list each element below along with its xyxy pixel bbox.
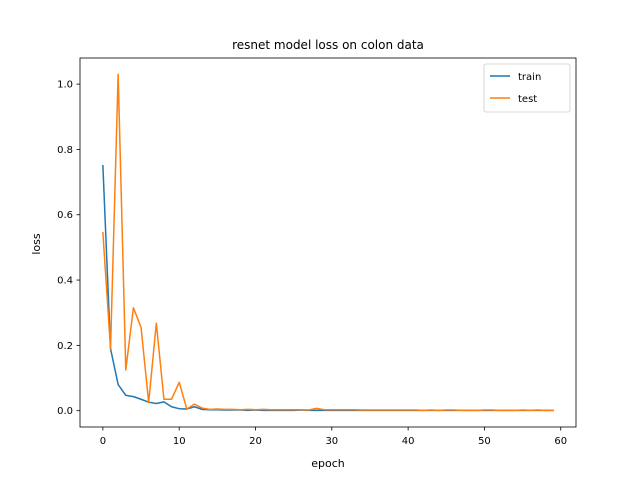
y-axis-label: loss xyxy=(30,233,43,255)
x-tick-label: 50 xyxy=(478,436,491,447)
legend: train test xyxy=(483,63,571,113)
x-tick-label: 20 xyxy=(249,436,262,447)
x-tick-label: 10 xyxy=(173,436,186,447)
y-tick-label: 0.8 xyxy=(57,145,73,156)
y-tick-label: 1.0 xyxy=(57,80,73,91)
y-tick-label: 0.0 xyxy=(57,406,73,417)
x-tick-label: 0 xyxy=(100,436,106,447)
x-axis-label: epoch xyxy=(311,457,345,470)
axes-frame xyxy=(79,57,577,428)
x-tick-label: 60 xyxy=(554,436,567,447)
chart-title: resnet model loss on colon data xyxy=(232,38,424,52)
x-tick-label: 30 xyxy=(325,436,338,447)
x-tick-label: 40 xyxy=(402,436,415,447)
y-tick-label: 0.6 xyxy=(57,210,73,221)
y-tick-label: 0.2 xyxy=(57,341,73,352)
series-line-test xyxy=(102,73,554,412)
plot-area: 0 10 20 30 40 50 60 0.0 0.2 0.4 0.6 0.8 1.0 xyxy=(57,57,577,447)
legend-label-train: train xyxy=(518,72,541,83)
y-tick-label: 0.4 xyxy=(57,276,73,287)
legend-label-test: test xyxy=(518,94,537,105)
